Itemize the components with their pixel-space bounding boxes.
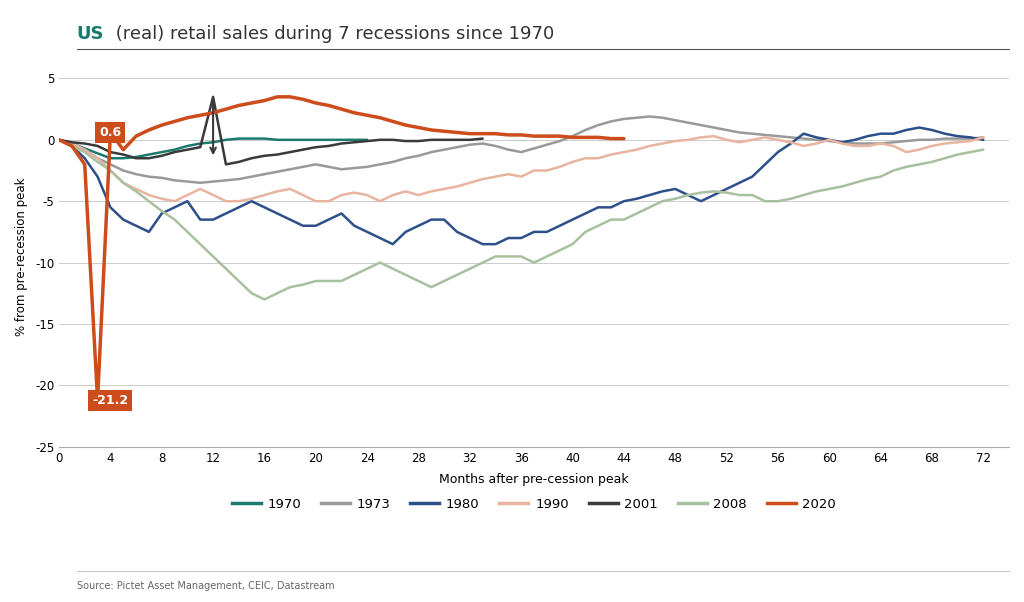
Text: Source: Pictet Asset Management, CEIC, Datastream: Source: Pictet Asset Management, CEIC, D… — [77, 581, 335, 591]
X-axis label: Months after pre-cession peak: Months after pre-cession peak — [439, 473, 629, 486]
Text: 0.6: 0.6 — [99, 126, 122, 139]
Text: (real) retail sales during 7 recessions since 1970: (real) retail sales during 7 recessions … — [110, 25, 554, 43]
Text: US: US — [77, 25, 104, 43]
Text: -21.2: -21.2 — [92, 394, 128, 406]
Legend: 1970, 1973, 1980, 1990, 2001, 2008, 2020: 1970, 1973, 1980, 1990, 2001, 2008, 2020 — [226, 492, 842, 517]
Y-axis label: % from pre-recession peak: % from pre-recession peak — [15, 177, 28, 336]
